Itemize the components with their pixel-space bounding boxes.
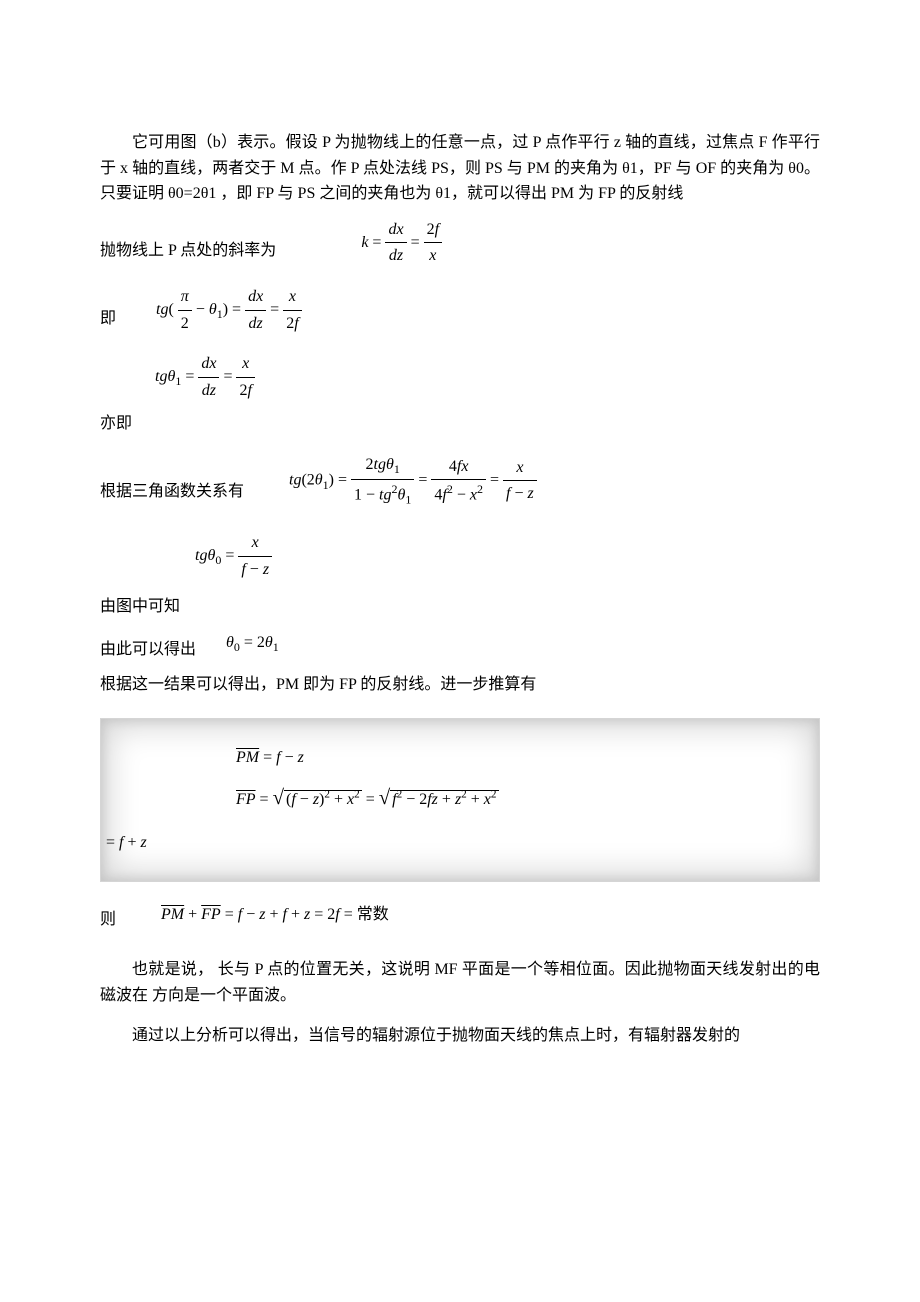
paragraph-3: 通过以上分析可以得出，当信号的辐射源位于抛物面天线的焦点上时，有辐射器发射的 [100,1023,820,1049]
label-conclusion1: 根据这一结果可以得出，PM 即为 FP 的反射线。进一步推算有 [100,672,820,698]
paragraph-2: 也就是说， 长与 P 点的位置无关，这说明 MF 平面是一个等相位面。因此抛物面… [100,957,820,1008]
label-ji: 即 [100,306,116,332]
row-ze: 则 PM + FP = f − z + f + z = 2f = 常数 [100,902,820,933]
label-therefore: 由此可以得出 [100,637,196,663]
row-trig: 根据三角函数关系有 tg(2θ1) = 2tgθ1 1 − tg2θ1 = 4f… [100,452,820,505]
row-ji: 即 tg( π2 − θ1) = dxdz = x2f [100,284,820,331]
formula-tg2theta1: tg(2θ1) = 2tgθ1 1 − tg2θ1 = 4fx 4f2 − x2… [289,452,537,510]
formula-fplusz: = f + z [106,830,799,856]
formula-tg-theta1: tgθ1 = dxdz = x2f [155,351,820,403]
page: 它可用图（b）表示。假设 P 为抛物线上的任意一点，过 P 点作平行 z 轴的直… [0,0,920,1302]
label-fromfig: 由图中可知 [100,594,820,620]
row-slope: 抛物线上 P 点处的斜率为 k = dxdz = 2fx [100,217,820,264]
formula-fp: FP = √(f − z)2 + x2 = √f2 − 2fz + z2 + x… [236,779,799,816]
label-yiji: 亦即 [100,411,820,437]
formula-pm: PM = f − z [236,744,799,773]
formula-sum-2f: PM + FP = f − z + f + z = 2f = 常数 [161,902,389,928]
boxed-inner: PM = f − z FP = √(f − z)2 + x2 = √f2 − 2… [106,744,799,816]
label-trig: 根据三角函数关系有 [100,479,244,505]
formula-theta0-2theta1: θ0 = 2θ1 [226,630,279,657]
formula-tg-pi2: tg( π2 − θ1) = dxdz = x2f [156,284,302,336]
label-slope: 抛物线上 P 点处的斜率为 [100,238,276,264]
formula-k: k = dxdz = 2fx [361,217,442,269]
row-therefore: 由此可以得出 θ0 = 2θ1 [100,630,820,662]
paragraph-1: 它可用图（b）表示。假设 P 为抛物线上的任意一点，过 P 点作平行 z 轴的直… [100,130,820,207]
label-ze: 则 [100,907,116,933]
formula-tg-theta0: tgθ0 = xf − z [195,530,820,582]
boxed-derivation: PM = f − z FP = √(f − z)2 + x2 = √f2 − 2… [100,718,820,882]
